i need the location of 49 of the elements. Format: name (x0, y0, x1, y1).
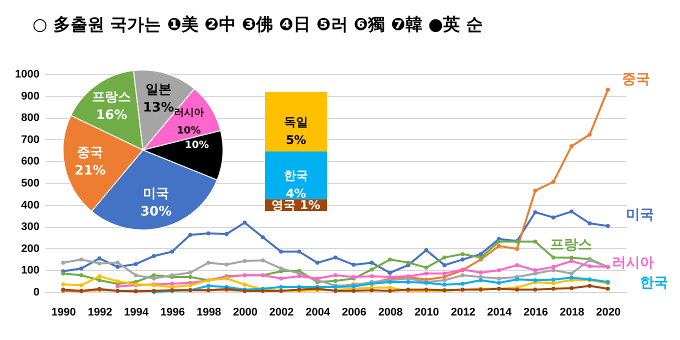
x-tick-label: 1994 (124, 306, 150, 318)
data-label: 4% (286, 186, 306, 200)
slice-label: 미국 (143, 186, 170, 202)
slice-label: 중국 (77, 145, 104, 160)
text: 한국 (640, 274, 668, 291)
slice-label: 일본 (145, 82, 172, 98)
slice-label: 러시아 (174, 107, 204, 118)
text: 영국 1% (272, 198, 320, 212)
y-tick-label: 400 (21, 199, 40, 212)
data-label: 10% (184, 140, 209, 151)
x-tick-label: 2008 (378, 306, 403, 318)
data-label: 5% (286, 132, 306, 147)
data-label: 10% (176, 125, 201, 136)
x-tick-label: 2004 (306, 306, 331, 318)
y-tick-label: 1000 (15, 68, 40, 80)
data-label: 30% (140, 204, 172, 220)
x-tick-label: 2014 (487, 306, 513, 318)
x-tick-label: 2006 (342, 306, 366, 318)
y-tick-label: 0 (33, 286, 40, 298)
slice-label: 프랑스 (92, 90, 132, 106)
data-label: 13% (142, 100, 174, 116)
series-label: 러시아 (612, 254, 654, 271)
x-tick-label: 2012 (450, 306, 476, 318)
y-tick-label: 300 (21, 221, 40, 234)
y-tick-label: 200 (21, 242, 40, 255)
x-tick-label: 1990 (51, 306, 76, 318)
x-tick-label: 2010 (414, 306, 440, 318)
y-tick-label: 600 (21, 156, 40, 168)
y-tick-label: 500 (21, 178, 40, 190)
y-tick-label: 100 (21, 264, 40, 277)
series-label: 한국 (284, 168, 308, 182)
data-label: 16% (96, 108, 128, 124)
x-tick-label: 2016 (523, 306, 548, 318)
x-tick-label: 2020 (596, 306, 621, 318)
x-tick-label: 2002 (269, 306, 294, 318)
x-tick-label: 1992 (88, 306, 112, 318)
chart-title: ○ 多출원 국가는 ❶美 ❷中 ❸佛 ❹日 ❺러 ❻獨 ❼韓 ●英 순 (32, 15, 484, 35)
data-label: 21% (74, 163, 106, 178)
x-tick-label: 2018 (560, 306, 584, 318)
series-label: 미국 (626, 206, 654, 223)
series-label: 중국 (622, 72, 650, 88)
y-tick-label: 800 (21, 112, 40, 124)
x-tick-label: 2000 (232, 306, 258, 318)
y-tick-label: 900 (21, 90, 40, 102)
x-tick-label: 1998 (196, 306, 222, 318)
series-label: 독일 (284, 114, 308, 129)
series-label: 프랑스 (550, 236, 592, 253)
x-tick-label: 1996 (160, 306, 185, 318)
y-tick-label: 700 (21, 134, 40, 146)
